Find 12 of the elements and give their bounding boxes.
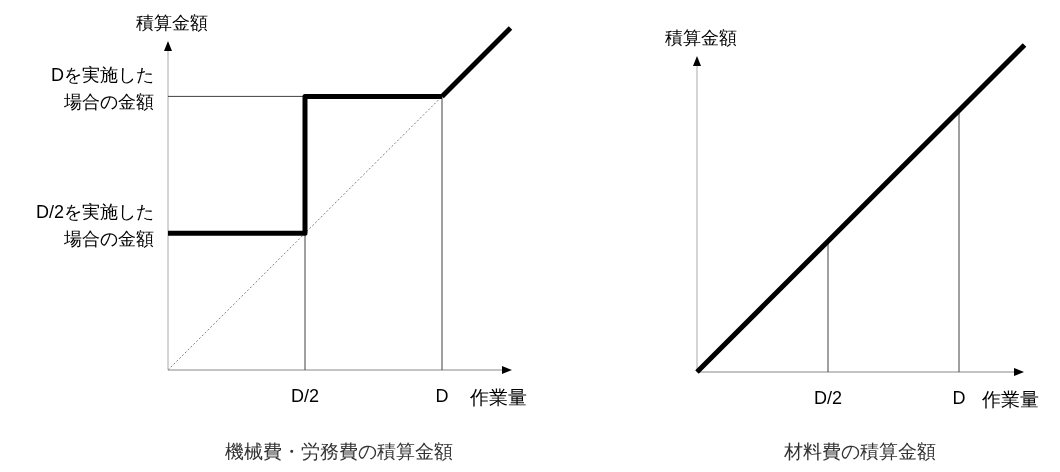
text: 材料費の積算金額 — [782, 441, 936, 462]
x-tick-label: D/2 — [290, 386, 320, 406]
x-tick-label: D — [952, 388, 966, 408]
x-axis-title: 作業量 — [981, 389, 1039, 410]
x-axis-title: 作業量 — [469, 387, 527, 408]
text: Dを実施した場合の金額 — [51, 64, 154, 112]
text: D/2を実施した場合の金額 — [35, 201, 154, 249]
y-axis-title: 積算金額 — [665, 28, 737, 48]
y-axis-title: 積算金額 — [136, 13, 208, 33]
x-tick-label: D — [435, 386, 449, 406]
text: 機械費・労務費の積算金額 — [225, 441, 453, 462]
x-tick-label: D/2 — [813, 388, 843, 408]
